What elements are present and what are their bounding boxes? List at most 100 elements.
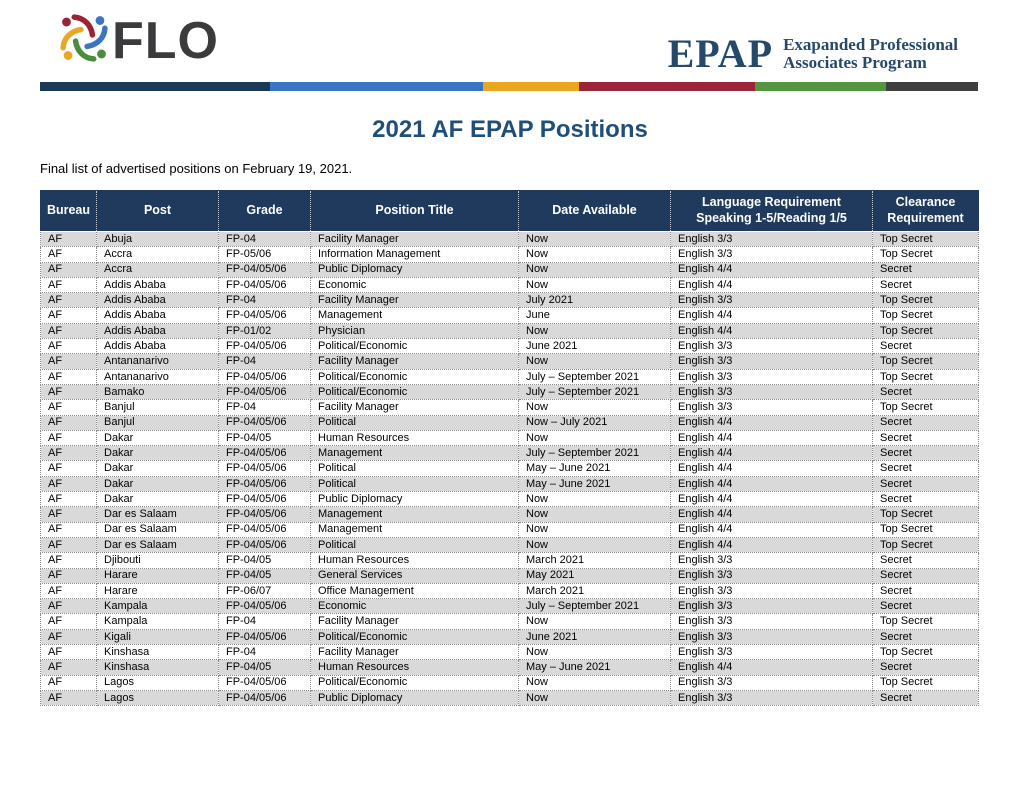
cell-bureau: AF bbox=[40, 613, 97, 630]
cell-clearance-requirement: Secret bbox=[872, 276, 979, 294]
cell-position-title: Public Diplomacy bbox=[310, 491, 519, 508]
cell-post: Banjul bbox=[96, 399, 219, 416]
cell-language-requirement: English 3/3 bbox=[670, 292, 873, 309]
divider-segment bbox=[269, 82, 483, 91]
cell-grade: FP-04/05/06 bbox=[218, 491, 311, 508]
cell-post: Dar es Salaam bbox=[96, 521, 219, 538]
cell-date-available: May – June 2021 bbox=[518, 460, 671, 477]
cell-position-title: Political bbox=[310, 475, 519, 493]
cell-clearance-requirement: Secret bbox=[872, 414, 979, 431]
cell-grade: FP-01/02 bbox=[218, 322, 311, 340]
table-row: AF Kinshasa FP-04 Facility Manager Now Englis… bbox=[40, 644, 979, 661]
table-row: AF Kigali FP-04/05/06 Political/Economic Jun… bbox=[40, 628, 979, 646]
cell-bureau: AF bbox=[40, 322, 97, 340]
cell-language-requirement: English 4/4 bbox=[670, 261, 873, 278]
cell-position-title: Political bbox=[310, 460, 519, 477]
cell-clearance-requirement: Top Secret bbox=[872, 230, 979, 248]
cell-clearance-requirement: Top Secret bbox=[872, 307, 979, 324]
table-row: AF Banjul FP-04/05/06 Political Now – July 2… bbox=[40, 414, 979, 431]
cell-date-available: May – June 2021 bbox=[518, 659, 671, 676]
column-header-post: Post bbox=[96, 190, 219, 232]
divider-segment bbox=[754, 82, 887, 91]
cell-post: Abuja bbox=[96, 230, 219, 248]
cell-date-available: Now – July 2021 bbox=[518, 414, 671, 431]
column-header-bureau: Bureau bbox=[40, 190, 97, 232]
cell-position-title: Political bbox=[310, 414, 519, 431]
cell-language-requirement: English 4/4 bbox=[670, 460, 873, 477]
cell-bureau: AF bbox=[40, 414, 97, 431]
cell-post: Antananarivo bbox=[96, 353, 219, 370]
cell-grade: FP-04/05/06 bbox=[218, 689, 311, 707]
cell-grade: FP-04 bbox=[218, 292, 311, 309]
cell-date-available: March 2021 bbox=[518, 552, 671, 569]
cell-clearance-requirement: Top Secret bbox=[872, 521, 979, 538]
cell-post: Accra bbox=[96, 261, 219, 278]
cell-language-requirement: English 3/3 bbox=[670, 353, 873, 370]
table-row: AF Dakar FP-04/05 Human Resources Now English… bbox=[40, 429, 979, 447]
divider-segment bbox=[886, 82, 978, 91]
table-header-row: Bureau Post Grade Position Title Date Availa… bbox=[40, 190, 979, 232]
cell-clearance-requirement: Secret bbox=[872, 261, 979, 278]
cell-date-available: Now bbox=[518, 644, 671, 661]
cell-date-available: Now bbox=[518, 322, 671, 340]
cell-position-title: Information Management bbox=[310, 246, 519, 263]
table-row: AF Dakar FP-04/05/06 Management July – Septe… bbox=[40, 445, 979, 462]
cell-grade: FP-04/05 bbox=[218, 429, 311, 447]
cell-language-requirement: English 4/4 bbox=[670, 414, 873, 431]
cell-post: Kigali bbox=[96, 628, 219, 646]
cell-date-available: March 2021 bbox=[518, 582, 671, 600]
cell-language-requirement: English 3/3 bbox=[670, 230, 873, 248]
cell-post: Harare bbox=[96, 582, 219, 600]
page-subtitle: Final list of advertised positions on Fe… bbox=[40, 161, 353, 176]
cell-position-title: Management bbox=[310, 506, 519, 523]
cell-clearance-requirement: Secret bbox=[872, 475, 979, 493]
cell-clearance-requirement: Top Secret bbox=[872, 322, 979, 340]
cell-post: Addis Ababa bbox=[96, 276, 219, 294]
table-row: AF Addis Ababa FP-04/05/06 Economic Now Engli… bbox=[40, 276, 979, 294]
cell-language-requirement: English 3/3 bbox=[670, 598, 873, 615]
table-row: AF Kinshasa FP-04/05 Human Resources May – J… bbox=[40, 659, 979, 676]
cell-position-title: Office Management bbox=[310, 582, 519, 600]
cell-clearance-requirement: Top Secret bbox=[872, 246, 979, 263]
cell-position-title: Management bbox=[310, 307, 519, 324]
epap-tagline: Exapanded Professional Associates Progra… bbox=[783, 35, 958, 73]
table-row: AF Lagos FP-04/05/06 Political/Economic Now E… bbox=[40, 674, 979, 691]
cell-post: Dakar bbox=[96, 429, 219, 447]
cell-grade: FP-04/05/06 bbox=[218, 307, 311, 324]
cell-post: Addis Ababa bbox=[96, 307, 219, 324]
cell-bureau: AF bbox=[40, 521, 97, 538]
cell-post: Dakar bbox=[96, 460, 219, 477]
cell-grade: FP-04/05/06 bbox=[218, 338, 311, 355]
cell-language-requirement: English 4/4 bbox=[670, 307, 873, 324]
cell-post: Banjul bbox=[96, 414, 219, 431]
cell-grade: FP-04/05 bbox=[218, 567, 311, 584]
cell-bureau: AF bbox=[40, 644, 97, 661]
cell-clearance-requirement: Secret bbox=[872, 338, 979, 355]
cell-date-available: Now bbox=[518, 353, 671, 370]
table-row: AF Dakar FP-04/05/06 Political May – June 20… bbox=[40, 475, 979, 493]
cell-position-title: Economic bbox=[310, 598, 519, 615]
cell-clearance-requirement: Secret bbox=[872, 598, 979, 615]
cell-language-requirement: English 4/4 bbox=[670, 521, 873, 538]
cell-bureau: AF bbox=[40, 628, 97, 646]
cell-post: Kinshasa bbox=[96, 644, 219, 661]
cell-grade: FP-04/05/06 bbox=[218, 506, 311, 523]
cell-bureau: AF bbox=[40, 674, 97, 691]
cell-date-available: Now bbox=[518, 246, 671, 263]
cell-language-requirement: English 3/3 bbox=[670, 628, 873, 646]
cell-position-title: Facility Manager bbox=[310, 399, 519, 416]
flo-swirl-icon bbox=[52, 6, 116, 75]
cell-bureau: AF bbox=[40, 230, 97, 248]
cell-date-available: Now bbox=[518, 399, 671, 416]
cell-clearance-requirement: Secret bbox=[872, 567, 979, 584]
table-row: AF Abuja FP-04 Facility Manager Now English 3… bbox=[40, 230, 979, 248]
cell-position-title: Human Resources bbox=[310, 429, 519, 447]
cell-clearance-requirement: Top Secret bbox=[872, 506, 979, 523]
column-header-grade: Grade bbox=[218, 190, 311, 232]
cell-clearance-requirement: Top Secret bbox=[872, 644, 979, 661]
table-row: AF Kampala FP-04 Facility Manager Now English… bbox=[40, 613, 979, 630]
cell-bureau: AF bbox=[40, 659, 97, 676]
cell-language-requirement: English 4/4 bbox=[670, 276, 873, 294]
page-title: 2021 AF EPAP Positions bbox=[372, 116, 648, 143]
